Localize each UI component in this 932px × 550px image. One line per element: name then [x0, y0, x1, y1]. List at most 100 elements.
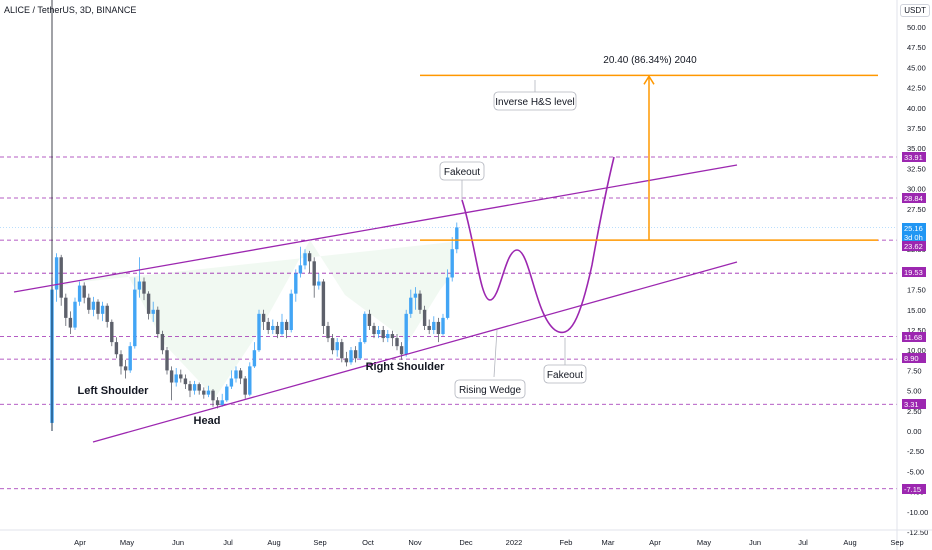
- candle-body[interactable]: [68, 317, 73, 328]
- candle-body[interactable]: [225, 386, 229, 401]
- candle-body[interactable]: [321, 281, 326, 326]
- candle-body[interactable]: [395, 338, 399, 347]
- candle-body[interactable]: [303, 253, 307, 266]
- candle-body[interactable]: [432, 321, 436, 330]
- candle-body[interactable]: [404, 313, 408, 355]
- candle-body[interactable]: [349, 350, 353, 363]
- candle-body[interactable]: [211, 390, 215, 401]
- candle-body[interactable]: [266, 321, 270, 330]
- candle-body[interactable]: [220, 400, 224, 406]
- candle-body[interactable]: [64, 297, 68, 318]
- candle-body[interactable]: [386, 334, 390, 339]
- candle-body[interactable]: [96, 301, 100, 314]
- candle-body[interactable]: [294, 273, 298, 294]
- candle-body[interactable]: [257, 313, 261, 351]
- currency-badge[interactable]: USDT: [900, 4, 930, 17]
- candle-body[interactable]: [441, 317, 445, 335]
- candle-body[interactable]: [110, 321, 114, 343]
- candle-body[interactable]: [73, 301, 77, 328]
- candle-body[interactable]: [87, 297, 91, 310]
- candle-body[interactable]: [436, 321, 441, 335]
- candle-body[interactable]: [100, 305, 105, 314]
- candle-body[interactable]: [192, 384, 197, 391]
- candle-body[interactable]: [376, 330, 381, 335]
- candle-body[interactable]: [229, 378, 234, 387]
- candle-body[interactable]: [183, 378, 188, 385]
- candle-body[interactable]: [165, 350, 169, 371]
- candle-body[interactable]: [284, 321, 289, 330]
- target-label-box[interactable]: [493, 91, 577, 111]
- candle-body[interactable]: [105, 305, 109, 322]
- candle-body[interactable]: [146, 293, 151, 314]
- candle-body[interactable]: [248, 366, 252, 395]
- wedge-lower-line[interactable]: [92, 261, 738, 443]
- candle-body[interactable]: [261, 313, 266, 322]
- candle-body[interactable]: [77, 285, 82, 302]
- candle-body[interactable]: [252, 350, 257, 367]
- candle-body[interactable]: [151, 309, 155, 314]
- candle-body[interactable]: [390, 334, 395, 339]
- candle-body[interactable]: [298, 265, 303, 274]
- candle-body[interactable]: [243, 378, 247, 395]
- candle-body[interactable]: [179, 374, 183, 379]
- candle-body[interactable]: [312, 261, 316, 286]
- candle-body[interactable]: [427, 325, 431, 330]
- candle-body[interactable]: [363, 313, 367, 343]
- candle-body[interactable]: [289, 293, 293, 330]
- candle-body[interactable]: [271, 325, 275, 330]
- candle-body[interactable]: [450, 249, 454, 278]
- candle-body[interactable]: [381, 330, 385, 339]
- candle-body[interactable]: [344, 358, 349, 363]
- candle-body[interactable]: [174, 374, 178, 383]
- fakeout-top-label-box[interactable]: [439, 161, 485, 181]
- wedge-label-box[interactable]: [454, 379, 526, 399]
- candle-body[interactable]: [317, 281, 321, 286]
- price-tick-label: 27.50: [907, 205, 926, 214]
- candle-body[interactable]: [340, 342, 344, 359]
- candle-body[interactable]: [330, 338, 335, 351]
- candle-body[interactable]: [445, 277, 450, 318]
- candle-body[interactable]: [197, 384, 201, 391]
- chart-title: ALICE / TetherUS, 3D, BINANCE: [4, 5, 137, 15]
- measure-text: 20.40 (86.34%) 2040: [603, 55, 697, 66]
- candle-body[interactable]: [119, 354, 123, 367]
- wedge-upper-line[interactable]: [13, 164, 738, 293]
- candle-body[interactable]: [137, 281, 142, 290]
- candle-body[interactable]: [123, 366, 128, 371]
- candle-body[interactable]: [54, 257, 59, 290]
- candle-body[interactable]: [215, 400, 220, 406]
- candle-body[interactable]: [169, 370, 174, 383]
- candle-body[interactable]: [399, 346, 404, 355]
- candle-body[interactable]: [335, 342, 339, 351]
- candle-body[interactable]: [353, 350, 358, 359]
- candle-body[interactable]: [234, 370, 238, 379]
- candle-body[interactable]: [91, 301, 96, 310]
- candle-body[interactable]: [422, 309, 427, 326]
- candle-body[interactable]: [133, 289, 137, 347]
- candle-body[interactable]: [202, 390, 206, 395]
- candle-body[interactable]: [160, 334, 165, 351]
- candle-body[interactable]: [156, 309, 160, 335]
- candle-body[interactable]: [114, 342, 119, 355]
- candle-body[interactable]: [59, 257, 63, 298]
- candle-body[interactable]: [238, 370, 243, 379]
- candle-body[interactable]: [455, 227, 459, 250]
- candle-body[interactable]: [413, 293, 418, 298]
- candle-body[interactable]: [128, 346, 132, 371]
- candle-body[interactable]: [372, 325, 376, 335]
- candle-body[interactable]: [409, 297, 413, 314]
- candle-body[interactable]: [358, 342, 362, 359]
- candle-body[interactable]: [188, 384, 192, 391]
- candle-body[interactable]: [280, 321, 284, 335]
- candle-body[interactable]: [367, 313, 372, 326]
- projected-path[interactable]: [461, 156, 615, 334]
- candle-body[interactable]: [326, 325, 330, 339]
- candle-body[interactable]: [418, 293, 422, 310]
- candle-body[interactable]: [307, 253, 312, 262]
- candle-body[interactable]: [275, 325, 280, 335]
- candle-body[interactable]: [206, 390, 211, 395]
- fakeout-bottom-label-box[interactable]: [543, 364, 587, 384]
- candle-body[interactable]: [142, 281, 146, 294]
- candle-body[interactable]: [82, 285, 86, 298]
